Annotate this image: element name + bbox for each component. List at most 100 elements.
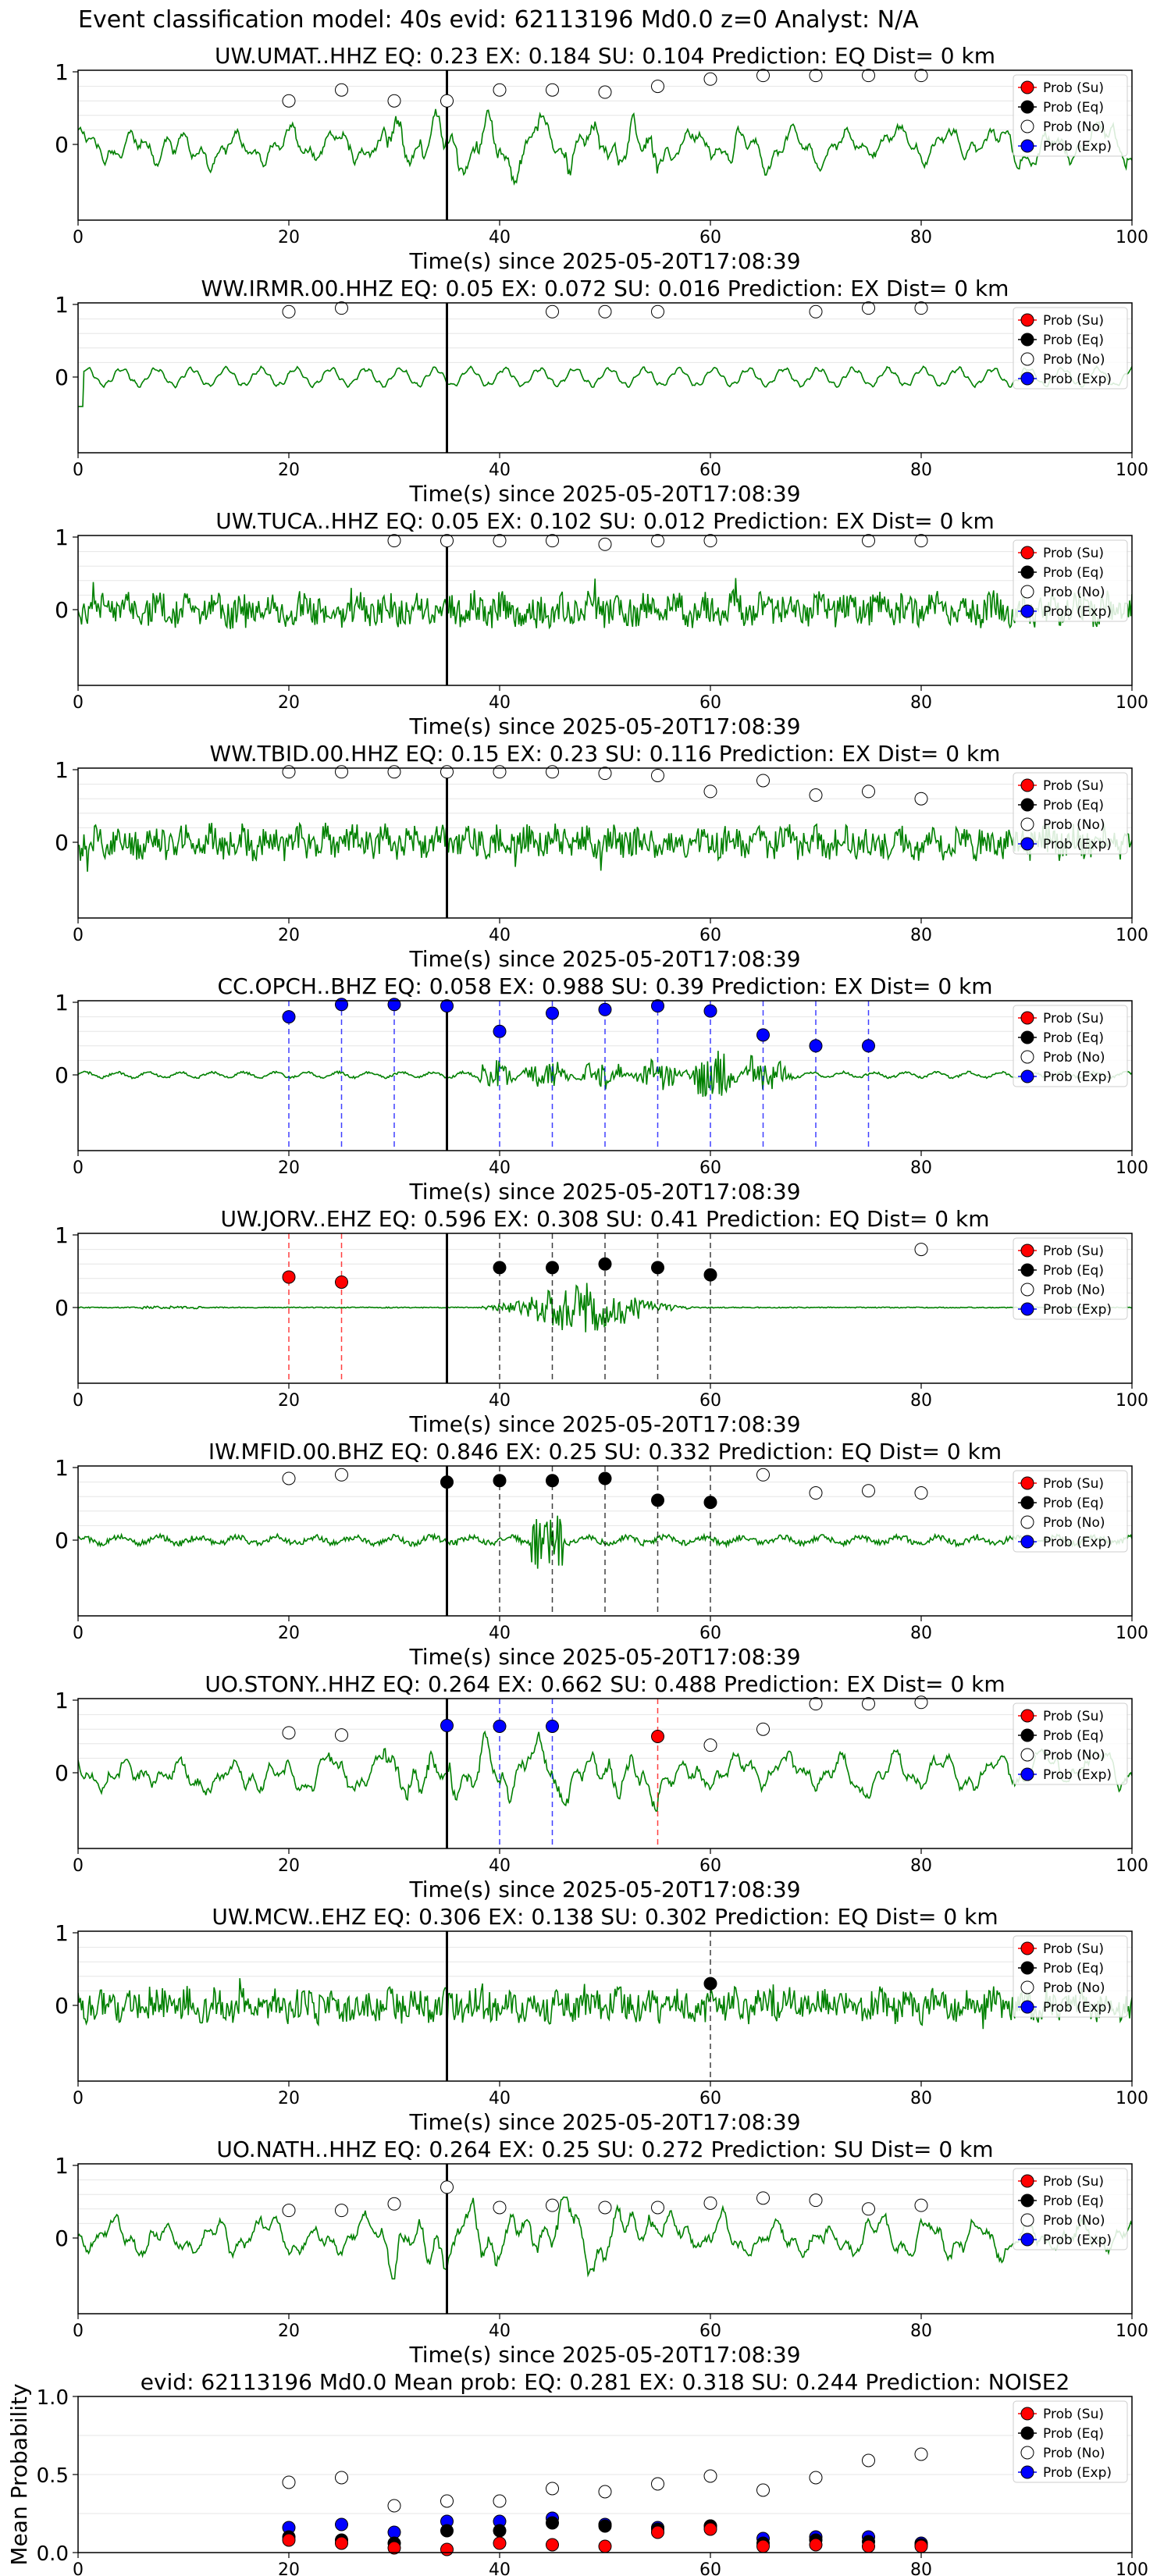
prob-marker-no (809, 1697, 823, 1711)
legend-label-no: Prob (No) (1043, 817, 1105, 833)
mean-marker-no (914, 2447, 928, 2461)
x-tick-label: 100 (1116, 1856, 1148, 1876)
y-tick-label: 0 (55, 1993, 69, 2019)
x-tick-label: 40 (489, 461, 511, 480)
panel-title: UO.STONY..HHZ EQ: 0.264 EX: 0.662 SU: 0.… (205, 1671, 1005, 1697)
legend-label-su: Prob (Su) (1043, 1476, 1104, 1492)
chart-panel-3: 0 20 40 60 80 100 1 0 UW.TUCA..HHZ EQ: 0.05 EX: … (55, 508, 1148, 739)
axes-frame (77, 302, 1133, 454)
chart-panel-9: 0 20 40 60 80 100 1 0 UW.MCW..EHZ EQ: 0.306 EX: … (55, 1904, 1148, 2135)
legend-label-no: Prob (No) (1043, 1283, 1105, 1298)
legend-label-exp: Prob (Exp) (1043, 2000, 1112, 2016)
legend-marker-su (1020, 80, 1034, 94)
x-axis-label: Time(s) since 2025-05-20T17:08:39 (408, 481, 800, 507)
legend-marker-su (1020, 1476, 1034, 1490)
y-tick-label: 0 (55, 1295, 69, 1321)
legend-label-eq: Prob (Eq) (1043, 1030, 1104, 1046)
legend-marker-eq (1020, 798, 1034, 812)
x-tick-label: 20 (278, 2560, 300, 2576)
legend-label-su: Prob (Su) (1043, 313, 1104, 329)
y-tick-label: 0 (55, 2226, 69, 2251)
x-tick-label: 0 (73, 1624, 84, 1643)
prob-marker-su (651, 1730, 664, 1743)
prob-marker-no (703, 72, 717, 86)
legend-label-eq: Prob (Eq) (1043, 798, 1104, 813)
legend-marker-no (1020, 1980, 1034, 1994)
y-tick-label: 0 (55, 1062, 69, 1088)
prob-marker-no (809, 1486, 823, 1500)
prob-marker-no (598, 537, 612, 551)
legend-box (1013, 1237, 1128, 1320)
legend-marker-eq (1020, 1961, 1034, 1975)
y-tick-label: 1 (55, 292, 69, 318)
chart-panel-2: 0 20 40 60 80 100 1 0 WW.IRMR.00.HHZ EQ: 0.05 EX… (55, 276, 1148, 507)
panel-title: UW.TUCA..HHZ EQ: 0.05 EX: 0.102 SU: 0.01… (215, 508, 995, 534)
y-tick-label: 0 (55, 1528, 69, 1553)
y-tick-label: 0 (55, 365, 69, 390)
prob-marker-no (598, 85, 612, 99)
prob-marker-no (546, 534, 559, 548)
mean-marker-no (387, 2499, 401, 2513)
x-tick-label: 80 (910, 2322, 932, 2341)
chart-panel-5: 0 20 40 60 80 100 1 0 CC.OPCH..BHZ EQ: 0.058 EX:… (55, 973, 1148, 1204)
legend-label-su: Prob (Su) (1043, 2174, 1104, 2190)
x-tick-label: 60 (699, 2089, 721, 2108)
prob-marker-exp (493, 1024, 507, 1038)
x-axis-label: Time(s) since 2025-05-20T17:08:39 (408, 1411, 800, 1437)
prob-marker-no (756, 1468, 770, 1482)
prob-marker-no (809, 2194, 823, 2208)
x-tick-label: 40 (489, 1624, 511, 1643)
mean-marker-su (651, 2525, 664, 2539)
prob-marker-no (809, 304, 823, 318)
legend-box (1013, 2168, 1128, 2250)
x-tick-label: 60 (699, 461, 721, 480)
y-tick-label: 0.0 (37, 2542, 69, 2566)
prob-marker-no (756, 1722, 770, 1736)
x-tick-label: 0 (73, 1158, 84, 1178)
x-tick-label: 40 (489, 926, 511, 945)
x-tick-label: 80 (910, 1624, 932, 1643)
y-tick-label: 0 (55, 830, 69, 856)
y-tick-label: 0 (55, 1760, 69, 1786)
mean-marker-su (598, 2539, 612, 2553)
x-tick-label: 100 (1116, 1158, 1148, 1178)
legend-label-su: Prob (Su) (1043, 778, 1104, 794)
x-tick-label: 100 (1116, 2089, 1148, 2108)
mean-marker-su (756, 2539, 770, 2553)
prob-marker-no (282, 765, 296, 779)
mean-marker-no (546, 2482, 559, 2496)
prob-marker-no (703, 785, 717, 799)
legend-label-no: Prob (No) (1043, 1980, 1105, 1996)
prob-marker-no (282, 1471, 296, 1485)
legend-marker-su (1020, 2407, 1034, 2421)
seismic-waveform (78, 1978, 1132, 2030)
prob-marker-no (862, 1484, 875, 1498)
prob-marker-no (335, 1468, 348, 1482)
legend-marker-exp (1020, 1535, 1034, 1549)
legend-marker-no (1020, 1283, 1034, 1297)
x-tick-label: 40 (489, 2322, 511, 2341)
prob-marker-no (546, 2198, 559, 2212)
prob-marker-no (862, 301, 875, 315)
x-tick-label: 20 (278, 926, 300, 945)
prob-marker-no (335, 2204, 348, 2218)
axes-frame (77, 1465, 1133, 1617)
x-axis-label: Time(s) since 2025-05-20T17:08:39 (408, 1644, 800, 1670)
prob-marker-exp (598, 1002, 612, 1016)
legend-marker-exp (1020, 1069, 1034, 1083)
legend-label-exp: Prob (Exp) (1043, 139, 1112, 155)
chart-panel-6: 0 20 40 60 80 100 1 0 UW.JORV..EHZ EQ: 0.596 EX:… (55, 1206, 1148, 1437)
legend-marker-exp (1020, 1767, 1034, 1781)
chart-panel-8: 0 20 40 60 80 100 1 0 UO.STONY..HHZ EQ: 0.264 EX… (55, 1671, 1148, 1902)
mean-marker-no (493, 2494, 507, 2508)
y-tick-label: 1 (55, 990, 69, 1016)
mean-marker-exp (335, 2517, 348, 2532)
mean-marker-no (282, 2475, 296, 2489)
x-tick-label: 100 (1116, 2322, 1148, 2341)
legend-label-eq: Prob (Eq) (1043, 1728, 1104, 1744)
prob-marker-no (598, 2201, 612, 2215)
legend-label-su: Prob (Su) (1043, 1709, 1104, 1724)
prob-marker-eq (440, 1475, 454, 1489)
x-tick-label: 100 (1116, 228, 1148, 247)
